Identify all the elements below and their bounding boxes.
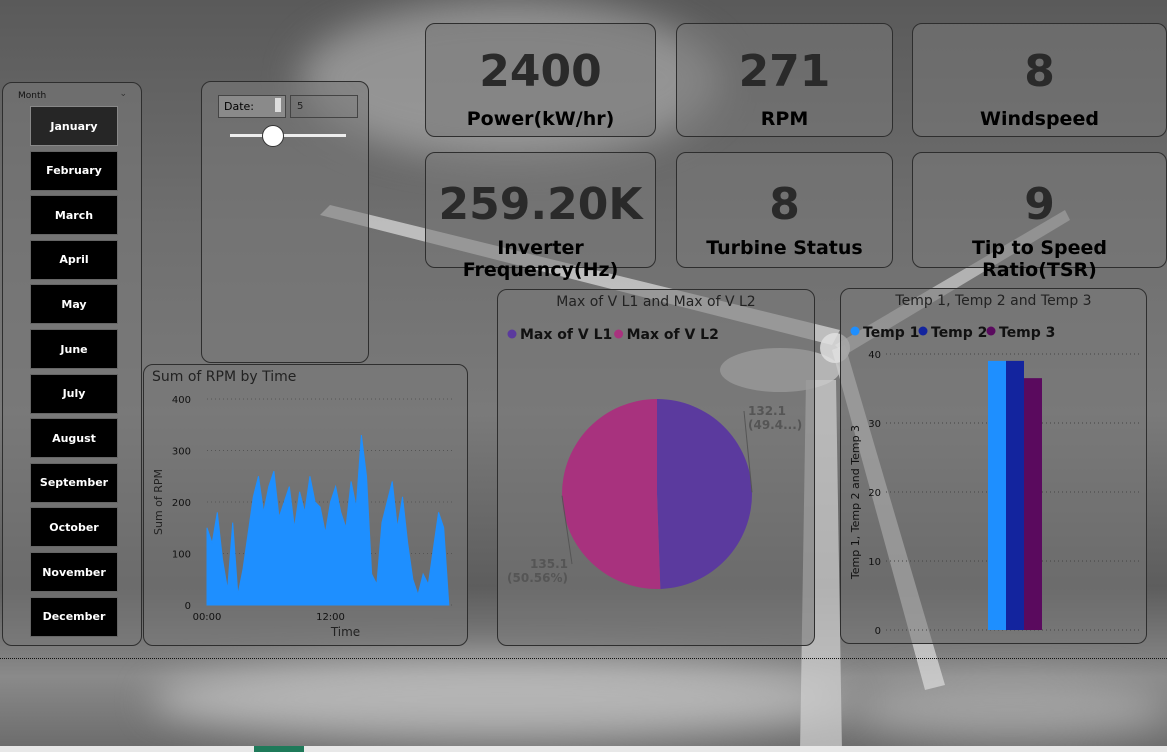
y-tick-label: 400 (172, 395, 191, 406)
kpi-card-inverter-frequency: 259.20K Inverter Frequency(Hz) (425, 152, 656, 281)
bar-temp-2 (1006, 360, 1024, 630)
y-axis-label: Temp 1, Temp 2 and Temp 3 (849, 425, 862, 580)
month-button-november[interactable]: November (30, 552, 118, 592)
y-tick-label: 10 (868, 557, 881, 568)
kpi-label: Turbine Status (706, 237, 863, 259)
data-label-value: 135.1 (530, 557, 568, 571)
legend-marker (507, 329, 517, 339)
kpi-value: 8 (1024, 46, 1055, 97)
legend-label: Max of V L1 (520, 327, 612, 343)
data-label-percent: (50.56%) (507, 571, 568, 585)
x-axis-label: Time (330, 625, 360, 639)
month-button-april[interactable]: April (30, 239, 118, 280)
kpi-label: Tip to Speed Ratio(TSR) (971, 237, 1108, 281)
y-tick-label: 0 (875, 626, 881, 637)
data-label-percent: (49.4...) (748, 418, 802, 432)
month-slicer-header: Month (18, 91, 47, 101)
kpi-value: 271 (738, 46, 831, 97)
bar-temp-1 (988, 360, 1006, 630)
temperature-bar-chart[interactable]: Temp 1, Temp 2 and Temp 3 Temp 1 Temp 2 Te… (840, 288, 1147, 644)
legend-label: Max of V L2 (627, 327, 719, 343)
kpi-card-power: 2400 Power(kW/hr) (425, 23, 656, 137)
bar-temp-3 (1024, 378, 1042, 630)
chevron-down-icon[interactable]: ⌄ (119, 89, 127, 99)
legend-marker (850, 326, 860, 336)
date-input[interactable] (290, 95, 358, 118)
data-label-value: 132.1 (748, 404, 786, 418)
legend-label: Temp 3 (999, 325, 1055, 341)
rpm-by-time-chart[interactable]: Sum of RPM by Time 0 100 200 300 400 00:00 12:… (143, 364, 468, 646)
month-button-february[interactable]: February (30, 150, 118, 191)
y-axis-label: Sum of RPM (152, 469, 165, 535)
chart-title: Sum of RPM by Time (152, 369, 297, 385)
kpi-value: 8 (769, 179, 800, 230)
kpi-value: 2400 (479, 46, 602, 97)
x-tick-label: 12:00 (316, 612, 345, 623)
y-tick-label: 40 (868, 350, 881, 361)
chart-title: Temp 1, Temp 2 and Temp 3 (895, 293, 1092, 309)
y-tick-label: 20 (868, 488, 881, 499)
month-button-september[interactable]: September (30, 462, 118, 503)
pie-slice-1 (657, 399, 753, 589)
kpi-card-turbine-status: 8 Turbine Status (676, 152, 893, 268)
kpi-label: Inverter Frequency(Hz) (462, 237, 619, 281)
legend-marker (986, 326, 996, 336)
bar-chart-svg: Temp 1 Temp 2 Temp 3 0 10 20 30 40 Temp 1, Temp … (849, 325, 1141, 637)
voltage-pie-chart[interactable]: Max of V L1 and Max of V L2 Max of V L1 M… (497, 289, 815, 646)
month-button-october[interactable]: October (30, 507, 118, 548)
y-tick-label: 200 (172, 498, 191, 509)
date-label: Date: (224, 100, 254, 113)
rpm-area-chart-svg: 0 100 200 300 400 00:00 12:00 Time Sum of RPM (152, 395, 454, 639)
month-slicer: Month ⌄ January February March April May June… (2, 82, 142, 646)
kpi-card-tsr: 9 Tip to Speed Ratio(TSR) (912, 152, 1167, 281)
kpi-label: Windspeed (980, 108, 1099, 130)
pie-chart-svg: Max of V L1 Max of V L2 132.1(49.4...) 135.… (507, 327, 802, 589)
kpi-card-windspeed: 8 Windspeed (912, 23, 1167, 137)
legend-marker (614, 329, 624, 339)
y-tick-label: 300 (172, 447, 191, 458)
date-label-scrollbar[interactable] (275, 98, 281, 112)
kpi-label: Power(kW/hr) (466, 108, 615, 130)
legend-marker (918, 326, 928, 336)
month-button-july[interactable]: July (30, 373, 118, 414)
legend-label: Temp 2 (931, 325, 987, 341)
month-button-june[interactable]: June (30, 329, 118, 369)
month-button-may[interactable]: May (30, 284, 118, 325)
legend-label: Temp 1 (863, 325, 919, 341)
y-tick-label: 0 (185, 601, 191, 612)
data-label-leader (561, 495, 573, 565)
month-button-december[interactable]: December (30, 596, 118, 637)
status-bar (0, 746, 1167, 752)
kpi-label: RPM (760, 108, 809, 130)
month-button-january[interactable]: January (30, 106, 118, 146)
kpi-card-rpm: 271 RPM (676, 23, 893, 137)
y-tick-label: 30 (868, 419, 881, 430)
rpm-series-area (206, 434, 450, 606)
month-button-march[interactable]: March (30, 195, 118, 236)
date-slicer: Date: (201, 81, 369, 363)
kpi-value: 9 (1024, 179, 1055, 230)
y-tick-label: 100 (172, 550, 191, 561)
footer-divider (0, 658, 1167, 659)
month-button-august[interactable]: August (30, 418, 118, 459)
date-slider-thumb[interactable] (262, 125, 284, 147)
chart-title: Max of V L1 and Max of V L2 (556, 294, 756, 310)
x-tick-label: 00:00 (193, 612, 222, 623)
date-label-box[interactable]: Date: (218, 95, 286, 118)
pie-slice-2 (562, 399, 661, 589)
active-page-tab[interactable] (254, 746, 304, 752)
kpi-value: 259.20K (438, 179, 643, 230)
date-slider-track[interactable] (230, 134, 346, 137)
data-label-leader (743, 410, 753, 493)
